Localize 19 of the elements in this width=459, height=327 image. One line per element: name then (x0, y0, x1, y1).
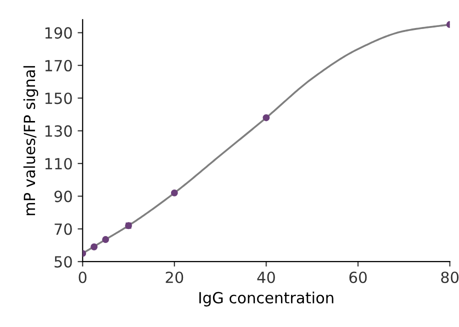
point (90, 243, 98, 250)
point (102, 236, 110, 243)
y-tick-label: 70 (54, 223, 72, 235)
x-tick-label: 20 (166, 272, 184, 284)
x-axis-title: IgG concentration (199, 292, 334, 306)
x-tick-label: 0 (78, 272, 86, 284)
y-tick-label: 190 (45, 27, 72, 39)
y-tick-label: 90 (54, 190, 72, 202)
x-tick-label: 40 (257, 272, 275, 284)
x-tick-label: 80 (441, 272, 459, 284)
y-tick-label: 150 (45, 92, 72, 104)
y-axis-title: mP values/FP signal (23, 66, 38, 216)
y-tick-label: 170 (45, 60, 72, 72)
x-tick-label: 60 (349, 272, 367, 284)
point (170, 189, 178, 196)
y-tick-label: 130 (45, 125, 72, 137)
y-tick-label: 50 (54, 256, 72, 268)
y-tick-label: 110 (45, 158, 72, 170)
point (262, 114, 270, 122)
